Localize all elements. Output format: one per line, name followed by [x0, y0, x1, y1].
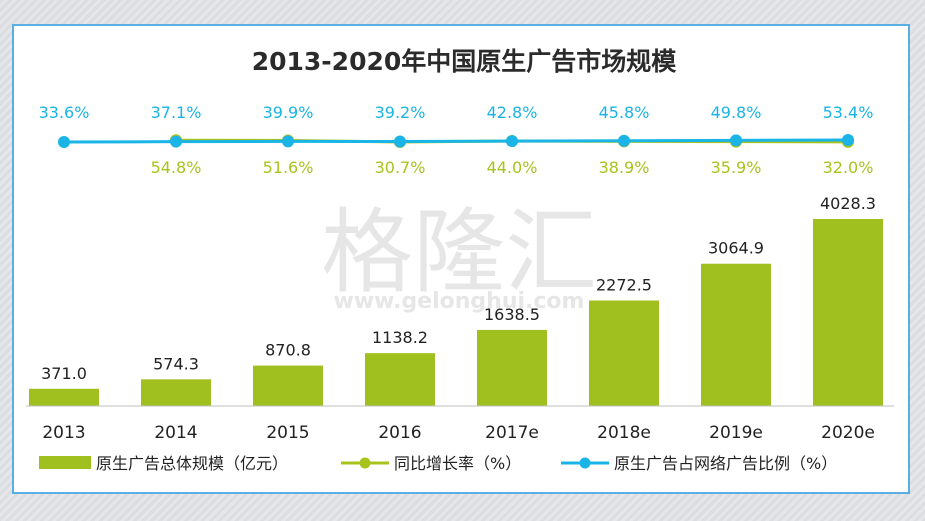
bar-2013	[29, 388, 99, 406]
legend-growth-label: 同比增长率（%）	[394, 454, 521, 473]
share-label-2015: 39.9%	[263, 103, 314, 122]
legend-share-label: 原生广告占网络广告比例（%）	[614, 454, 837, 473]
bar-value-label-2017e: 1638.5	[484, 305, 540, 324]
growth-label-2014: 54.8%	[151, 158, 202, 177]
bar-2016	[365, 353, 435, 406]
share-marker-2014	[170, 135, 182, 148]
share-label-2019e: 49.8%	[711, 103, 762, 122]
share-label-2018e: 45.8%	[599, 103, 650, 122]
growth-label-2019e: 35.9%	[711, 158, 762, 177]
legend-growth-marker	[359, 457, 371, 469]
x-tick-label-2020e: 2020e	[821, 423, 875, 443]
share-label-2014: 37.1%	[151, 103, 202, 122]
x-tick-label-2017e: 2017e	[485, 423, 539, 443]
bar-2017e	[477, 329, 547, 406]
bar-value-label-2015: 870.8	[265, 341, 311, 360]
bar-2015	[253, 365, 323, 406]
share-ratio-line	[63, 138, 849, 144]
share-marker-2017e	[506, 135, 518, 148]
growth-label-2018e: 38.9%	[599, 158, 650, 177]
legend-bar-label: 原生广告总体规模（亿元）	[96, 454, 288, 473]
bar-2020e	[813, 219, 883, 406]
share-marker-2015	[282, 135, 294, 148]
watermark-logo: 格隆汇	[321, 199, 597, 306]
bar-series	[29, 219, 883, 406]
share-marker-2019e	[730, 134, 742, 147]
growth-label-2016: 30.7%	[375, 158, 426, 177]
bar-2019e	[701, 263, 771, 406]
bar-value-label-2016: 1138.2	[372, 328, 428, 347]
share-marker-2020e	[842, 133, 854, 146]
growth-label-2017e: 44.0%	[487, 158, 538, 177]
growth-label-2020e: 32.0%	[823, 158, 874, 177]
bar-value-label-2013: 371.0	[41, 364, 87, 383]
share-marker-2018e	[618, 134, 630, 147]
legend-share-marker	[579, 457, 591, 469]
chart-title: 2013-2020年中国原生广告市场规模	[252, 47, 678, 76]
share-label-2020e: 53.4%	[823, 103, 874, 122]
bar-value-label-2019e: 3064.9	[708, 239, 764, 258]
share-marker-2013	[58, 136, 70, 149]
bar-value-label-2018e: 2272.5	[596, 276, 652, 295]
x-tick-label-2016: 2016	[378, 423, 421, 443]
watermark-url: www.gelonghui.com	[334, 289, 585, 314]
share-label-2016: 39.2%	[375, 103, 426, 122]
line-series	[58, 133, 854, 149]
x-tick-label-2014: 2014	[154, 423, 197, 443]
legend: 原生广告总体规模（亿元） 同比增长率（%） 原生广告占网络广告比例（%）	[39, 454, 837, 473]
chart-frame: 2013-2020年中国原生广告市场规模 格隆汇 www.gelonghui.c…	[12, 24, 910, 494]
chart-svg: 2013-2020年中国原生广告市场规模 格隆汇 www.gelonghui.c…	[26, 47, 894, 473]
growth-label-2015: 51.6%	[263, 158, 314, 177]
legend-bar-swatch	[39, 456, 91, 469]
share-label-2017e: 42.8%	[487, 103, 538, 122]
x-tick-label-2019e: 2019e	[709, 423, 763, 443]
share-label-2013: 33.6%	[39, 103, 90, 122]
x-axis-labels: 2013 2014 2015 2016 2017e 2018e 2019e 2020e	[42, 423, 875, 443]
watermark: 格隆汇 www.gelonghui.com	[321, 199, 597, 314]
bar-value-label-2014: 574.3	[153, 354, 199, 373]
bar-2014	[141, 379, 211, 406]
data-labels: 371.0 574.3 870.8 1138.2 1638.5 2272.5 3064.9 4…	[39, 103, 876, 383]
x-tick-label-2013: 2013	[42, 423, 85, 443]
x-tick-label-2018e: 2018e	[597, 423, 651, 443]
bar-value-label-2020e: 4028.3	[820, 194, 876, 213]
bar-2018e	[589, 300, 659, 406]
x-tick-label-2015: 2015	[266, 423, 309, 443]
share-marker-2016	[394, 135, 406, 148]
